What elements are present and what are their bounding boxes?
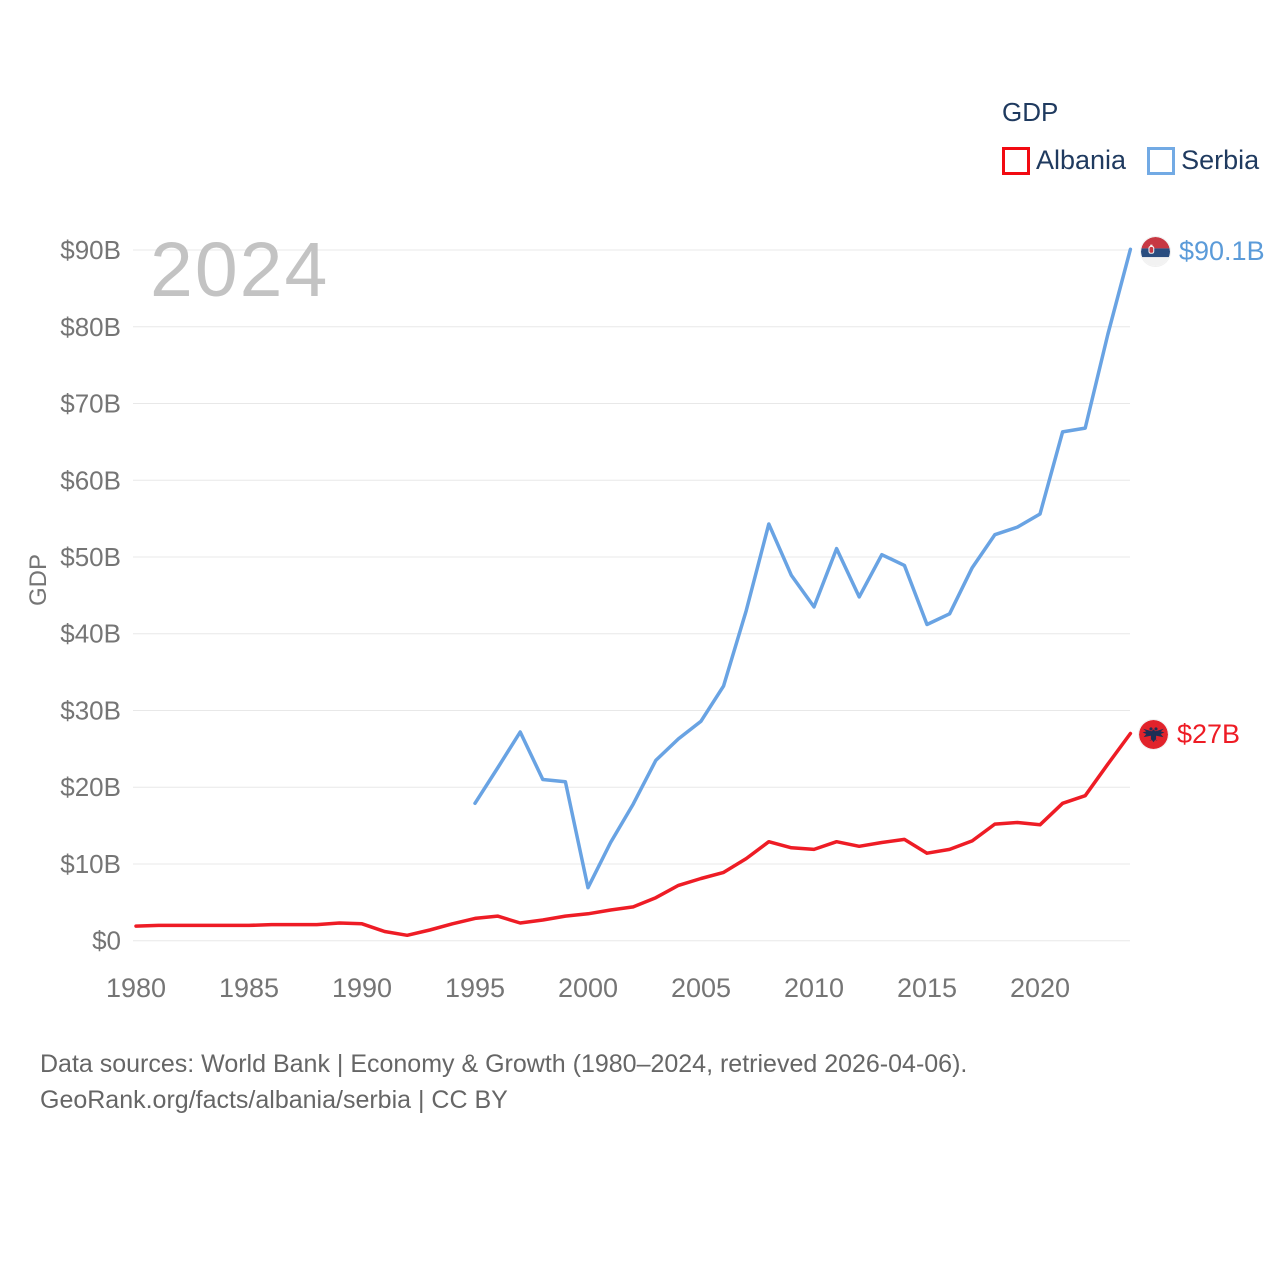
albania-legend-swatch-icon (1002, 146, 1030, 175)
y-tick-label: $60B (60, 465, 121, 495)
legend: GDP Albania Serbia (1002, 97, 1259, 176)
legend-title: GDP (1002, 97, 1059, 127)
y-tick-label: $30B (60, 696, 121, 726)
albania-value-label: $27B (1177, 719, 1241, 749)
series-line-albania (134, 731, 1133, 938)
y-tick-label: $10B (60, 849, 121, 879)
x-tick-label: 2005 (671, 973, 731, 1003)
x-tick-label: 2010 (784, 973, 844, 1003)
albania-end-label: $27B (1139, 719, 1240, 750)
serbia-legend-swatch-icon (1147, 146, 1176, 175)
legend-item-label: Serbia (1181, 145, 1260, 175)
serbia-end-label: $90.1B (1141, 236, 1265, 267)
y-tick-label: $40B (60, 619, 121, 649)
legend-item-serbia[interactable]: Serbia (1147, 145, 1259, 176)
footer-attribution-line: GeoRank.org/facts/albania/serbia | CC BY (40, 1086, 508, 1114)
y-tick-label: $80B (60, 312, 121, 342)
x-tick-label: 1990 (332, 973, 392, 1003)
y-tick-label: $20B (60, 772, 121, 802)
legend-items: Albania Serbia (1002, 145, 1259, 176)
watermark-year: 2024 (150, 227, 330, 313)
x-tick-label: 2000 (558, 973, 618, 1003)
y-tick-label: $50B (60, 542, 121, 572)
y-axis-title: GDP (25, 554, 52, 607)
serbia-value-label: $90.1B (1179, 236, 1265, 266)
albania-flag-icon (1139, 720, 1168, 749)
x-tick-label: 1985 (219, 973, 279, 1003)
y-tick-label: $0 (92, 926, 121, 956)
footer: Data sources: World Bank | Economy & Gro… (40, 1046, 967, 1118)
x-tick-label: 1995 (445, 973, 505, 1003)
x-tick-label: 1980 (106, 973, 166, 1003)
legend-item-label: Albania (1036, 145, 1127, 175)
x-tick-label: 2015 (897, 973, 957, 1003)
footer-sources-line: Data sources: World Bank | Economy & Gro… (40, 1050, 968, 1078)
series-line-serbia (473, 247, 1133, 890)
legend-item-albania[interactable]: Albania (1002, 145, 1126, 176)
serbia-flag-icon (1141, 237, 1170, 266)
y-tick-label: $90B (60, 235, 121, 265)
y-tick-label: $70B (60, 389, 121, 419)
x-tick-label: 2020 (1010, 973, 1070, 1003)
